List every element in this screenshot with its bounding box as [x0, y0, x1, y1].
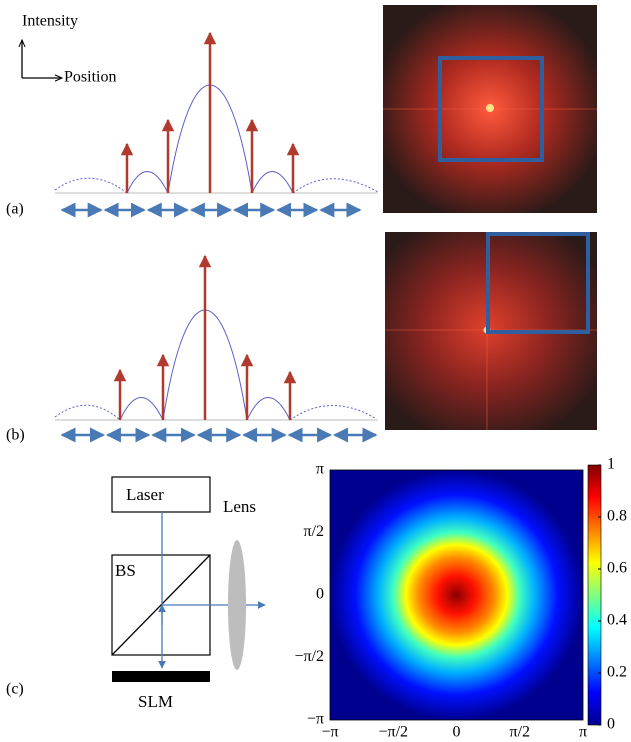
panel-label: (a) [6, 201, 24, 218]
colorbar-tick-label: 0.2 [607, 664, 627, 681]
y-tick-label: π [316, 461, 324, 478]
y-tick-label: 0 [316, 586, 324, 603]
x-axis-label: Position [64, 69, 116, 86]
sinc-side-lobe [54, 177, 379, 194]
colorbar-tick-label: 1 [607, 456, 615, 473]
x-tick-label: π [579, 724, 587, 741]
highlight-box [438, 56, 544, 162]
y-axis-label: Intensity [22, 13, 78, 30]
laser-label: Laser [126, 485, 164, 504]
y-tick-label: −π/2 [294, 648, 324, 665]
x-tick-label: π/2 [509, 724, 530, 741]
x-tick-label: 0 [453, 724, 461, 741]
sinc-side-lobe [126, 171, 294, 194]
colorbar-tick-label: 0.6 [607, 560, 627, 577]
colorbar-tick-label: 0 [607, 716, 615, 733]
bs-label: BS [115, 561, 136, 580]
x-tick-label: −π [321, 724, 338, 741]
slm-label: SLM [138, 692, 173, 711]
diffraction-orders [113, 254, 297, 420]
photo-detail [486, 104, 494, 112]
colorbar-tick-label: 0.8 [607, 508, 627, 525]
lens [228, 540, 246, 670]
heatmap-axes: π π/2 0 −π/2 −π−π −π/2 0 π/2 π 1 0.8 0.6 0.4 0.2 0 [294, 456, 627, 741]
heatmap [329, 469, 584, 721]
sinc-side-lobe [54, 404, 376, 421]
y-tick-label: π/2 [303, 523, 324, 540]
lens-label: Lens [223, 497, 256, 516]
highlight-box [486, 232, 590, 334]
diffraction-orders [120, 31, 300, 193]
x-tick-label: −π/2 [378, 724, 408, 741]
colorbar-tick-label: 0.4 [607, 612, 627, 629]
laser-box [111, 476, 211, 513]
sinc-side-lobe [119, 397, 291, 421]
panel-label: (c) [6, 681, 24, 698]
y-tick-label: −π [307, 711, 324, 728]
slm [112, 671, 210, 682]
colorbar [587, 464, 602, 726]
panel-b: (b) [6, 232, 597, 444]
panel-c: Laser BS SLM Lens (c) π π/2 0 −π/2 −π−π −π/2 0… [6, 456, 627, 741]
panel-label: (b) [6, 427, 25, 444]
panel-a: Intensity Position (a) [6, 5, 597, 218]
